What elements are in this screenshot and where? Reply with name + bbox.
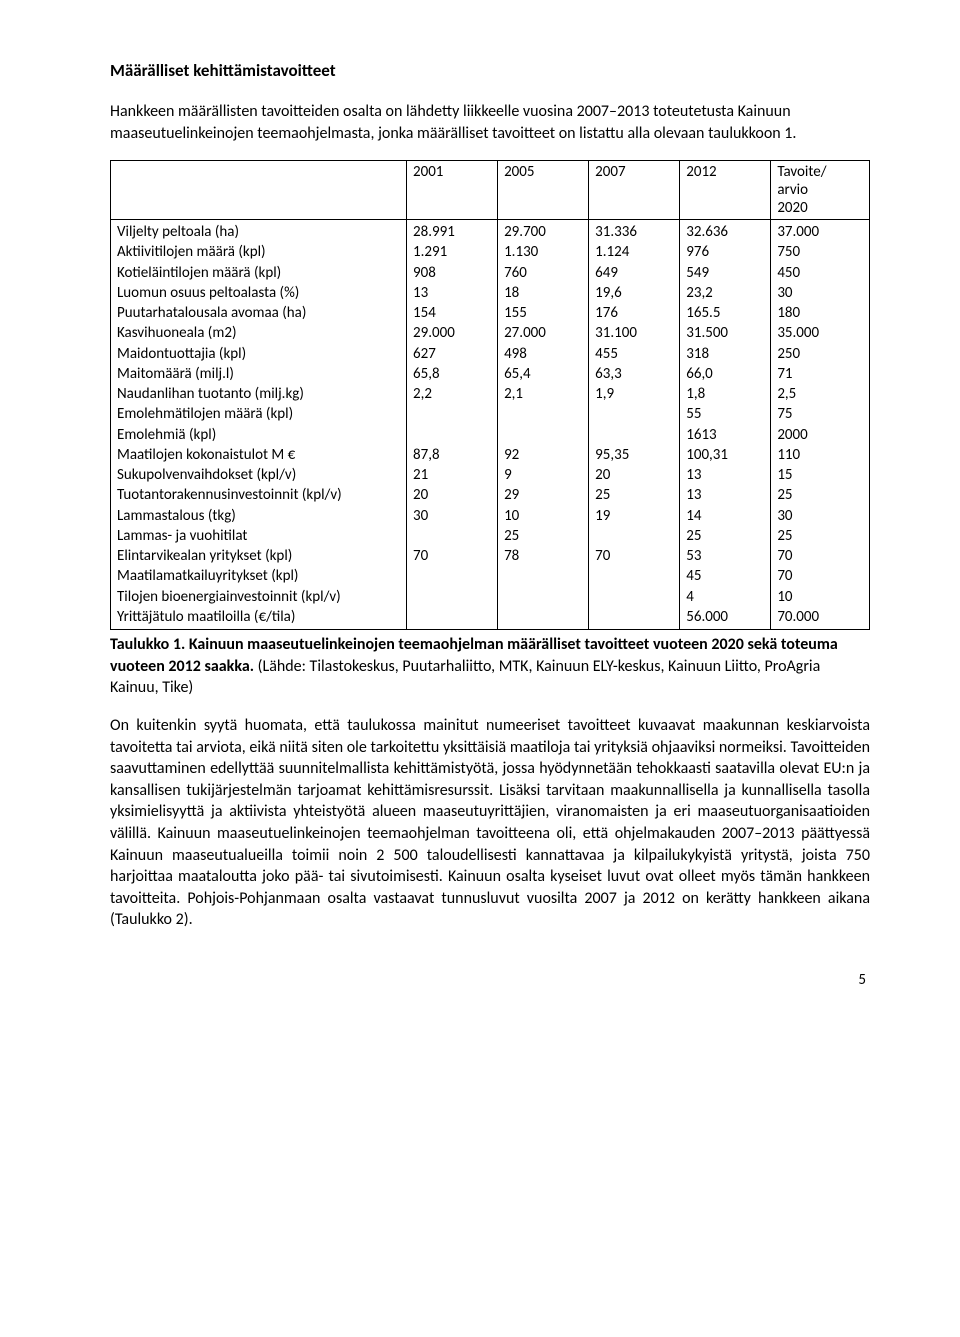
col-header: Tavoite/ arvio 2020 — [771, 161, 870, 220]
page: Määrälliset kehittämistavoitteet Hankkee… — [0, 0, 960, 1029]
intro-paragraph: Hankkeen määrällisten tavoitteiden osalt… — [110, 101, 870, 144]
value-cell: 31.336 1.124 649 19,6 176 31.100 455 63,… — [589, 220, 680, 630]
col-header: 2007 — [589, 161, 680, 220]
table-row: Viljelty peltoala (ha) Aktiivitilojen mä… — [111, 220, 870, 630]
value-cell: 32.636 976 549 23,2 165.5 31.500 318 66,… — [680, 220, 771, 630]
row-label-cell: Viljelty peltoala (ha) Aktiivitilojen mä… — [111, 220, 407, 630]
table-header-row: 2001 2005 2007 2012 Tavoite/ arvio 2020 — [111, 161, 870, 220]
col-header: 2012 — [680, 161, 771, 220]
table-caption: Taulukko 1. Kainuun maaseutuelinkeinojen… — [110, 634, 870, 699]
table-head: 2001 2005 2007 2012 Tavoite/ arvio 2020 — [111, 161, 870, 220]
value-cell: 37.000 750 450 30 180 35.000 250 71 2,5 … — [771, 220, 870, 630]
value-cell: 28.991 1.291 908 13 154 29.000 627 65,8 … — [407, 220, 498, 630]
body-paragraph: On kuitenkin syytä huomata, että tauluko… — [110, 715, 870, 931]
col-header — [111, 161, 407, 220]
col-header: 2001 — [407, 161, 498, 220]
value-cell: 29.700 1.130 760 18 155 27.000 498 65,4 … — [498, 220, 589, 630]
page-number: 5 — [110, 971, 870, 989]
table-body: Viljelty peltoala (ha) Aktiivitilojen mä… — [111, 220, 870, 630]
col-header: 2005 — [498, 161, 589, 220]
section-heading: Määrälliset kehittämistavoitteet — [110, 60, 870, 81]
goals-table: 2001 2005 2007 2012 Tavoite/ arvio 2020 … — [110, 160, 870, 630]
